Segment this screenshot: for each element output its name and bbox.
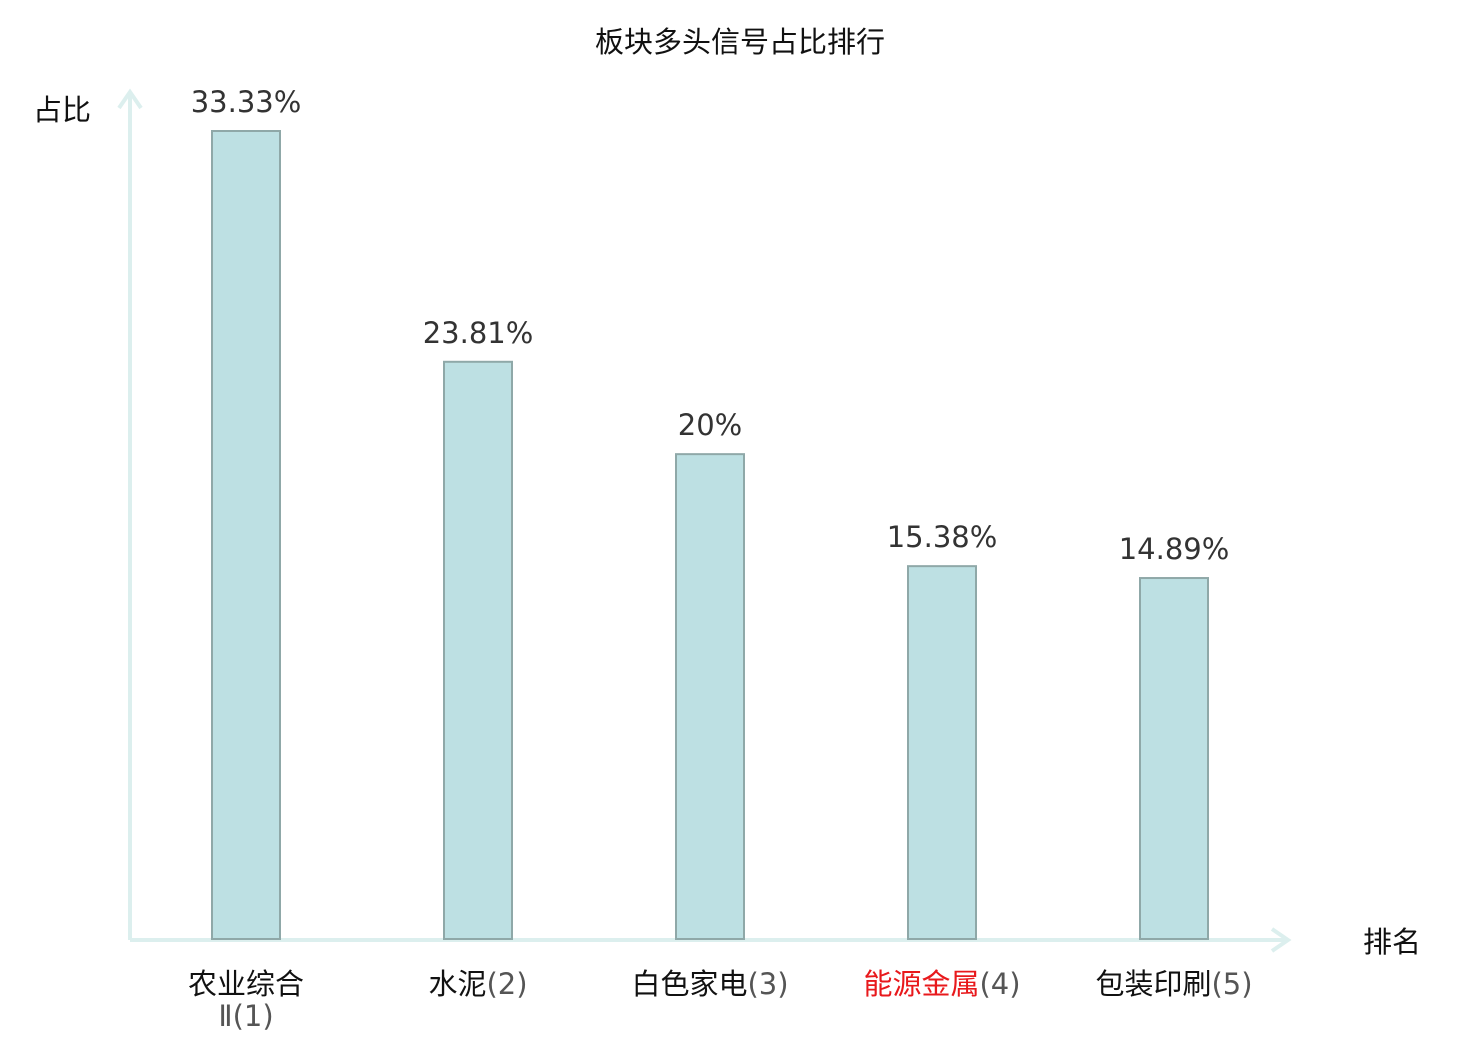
value-label-1: 33.33% (191, 85, 302, 119)
y-axis-arrow-icon (117, 88, 143, 110)
category-name-3: 白色家电 (631, 967, 747, 1001)
category-rank-3: (3) (747, 967, 788, 1001)
value-labels-group: 33.33% 23.81% 20% 15.38% 14.89% (191, 85, 1230, 566)
category-rank-2: (2) (486, 967, 527, 1001)
category-name-2: 水泥 (428, 967, 486, 1001)
chart-title: 板块多头信号占比排行 (595, 25, 885, 59)
category-rank-5: (5) (1211, 967, 1252, 1001)
category-name-5: 包装印刷 (1095, 967, 1211, 1001)
category-label-4: 能源金属(4) (863, 967, 1020, 1001)
bar-2 (443, 360, 513, 940)
category-name-4: 能源金属 (863, 967, 979, 1001)
bar-5 (1139, 577, 1209, 940)
category-rank-1: Ⅱ(1) (218, 999, 273, 1033)
bar-1 (211, 130, 281, 940)
bars-group (211, 130, 1209, 940)
value-label-2: 23.81% (423, 316, 534, 350)
value-label-4: 15.38% (887, 520, 998, 554)
category-rank-4: (4) (979, 967, 1020, 1001)
bar-3 (675, 453, 745, 940)
x-axis-label: 排名 (1363, 925, 1421, 959)
category-label-3: 白色家电(3) (631, 967, 788, 1001)
x-axis-arrow-icon (1270, 927, 1292, 953)
category-label-5: 包装印刷(5) (1095, 967, 1252, 1001)
category-label-2: 水泥(2) (428, 967, 527, 1001)
y-axis-label: 占比 (33, 93, 91, 127)
value-label-5: 14.89% (1119, 532, 1230, 566)
value-label-3: 20% (678, 408, 742, 442)
bar-4 (907, 565, 977, 940)
category-label-1: 农业综合 (188, 967, 304, 1001)
